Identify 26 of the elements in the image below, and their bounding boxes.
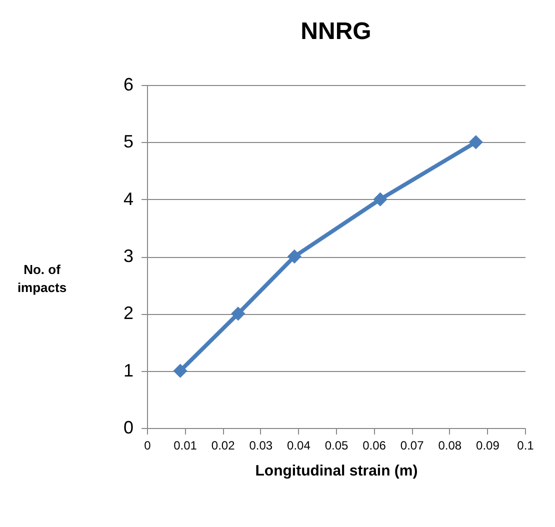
x-tick-label: 0.05 — [324, 438, 348, 452]
point — [373, 192, 388, 206]
x-axis-title: Longitudinal strain (m) — [255, 462, 418, 480]
x-tick-label: 0.04 — [287, 438, 311, 452]
x-tick-label: 0.07 — [400, 438, 424, 452]
x-tick-label: 0.03 — [249, 438, 273, 452]
x-tick-label: 0 — [144, 438, 152, 452]
point — [287, 249, 302, 264]
y-tick-label: 5 — [123, 132, 134, 152]
y-axis-title: No. of impacts — [17, 262, 67, 295]
chart-title: NNRG — [300, 18, 372, 45]
x-tick-label: 0.01 — [174, 438, 198, 452]
y-tick-label: 3 — [123, 246, 134, 266]
point — [468, 135, 483, 150]
x-tick-label: 0.1 — [517, 438, 534, 452]
point — [231, 306, 246, 321]
x-tick-label: 0.06 — [362, 438, 386, 452]
y-tick-label: 1 — [123, 360, 134, 380]
x-tick-label: 0.09 — [476, 438, 500, 452]
y-tick-label: 2 — [123, 303, 134, 324]
x-tick-label: 0.02 — [211, 438, 236, 452]
x-tick-label: 0.08 — [438, 438, 462, 452]
point — [173, 364, 188, 378]
y-tick-label: 0 — [123, 418, 134, 438]
y-tick-label: 4 — [123, 188, 134, 209]
y-tick-label: 6 — [123, 74, 134, 94]
